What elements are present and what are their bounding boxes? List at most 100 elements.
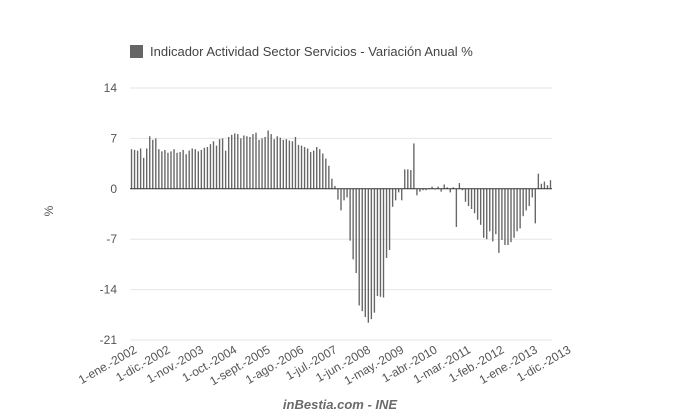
- bar[interactable]: [504, 188, 506, 245]
- bar[interactable]: [130, 149, 133, 189]
- bar[interactable]: [501, 188, 503, 240]
- bar[interactable]: [306, 148, 309, 189]
- legend[interactable]: Indicador Actividad Sector Servicios - V…: [130, 44, 473, 59]
- bar[interactable]: [364, 188, 366, 317]
- bar[interactable]: [328, 165, 330, 189]
- bar[interactable]: [337, 188, 339, 200]
- bar[interactable]: [167, 152, 169, 189]
- bar[interactable]: [155, 138, 157, 189]
- bar[interactable]: [543, 181, 546, 189]
- bar[interactable]: [152, 139, 154, 189]
- bar[interactable]: [234, 133, 236, 189]
- bar[interactable]: [473, 188, 476, 214]
- bar[interactable]: [133, 149, 136, 189]
- bar[interactable]: [176, 152, 178, 189]
- bar[interactable]: [291, 141, 294, 189]
- bar[interactable]: [425, 188, 427, 191]
- bar[interactable]: [431, 186, 433, 189]
- bar[interactable]: [182, 149, 184, 189]
- bar[interactable]: [218, 139, 221, 189]
- bar[interactable]: [528, 188, 530, 207]
- bar[interactable]: [252, 134, 254, 189]
- bar[interactable]: [237, 134, 239, 189]
- bar[interactable]: [170, 151, 172, 189]
- bar[interactable]: [549, 180, 552, 189]
- bar[interactable]: [507, 188, 509, 245]
- bar[interactable]: [231, 134, 233, 189]
- bar[interactable]: [146, 148, 148, 189]
- bar[interactable]: [437, 186, 439, 189]
- bar[interactable]: [149, 136, 151, 189]
- bar[interactable]: [464, 188, 467, 202]
- bar[interactable]: [270, 134, 272, 189]
- bar[interactable]: [498, 188, 500, 253]
- bar[interactable]: [394, 188, 397, 201]
- bar[interactable]: [495, 188, 497, 235]
- bar[interactable]: [276, 136, 278, 189]
- bar[interactable]: [282, 139, 284, 189]
- bar[interactable]: [483, 188, 485, 238]
- bar[interactable]: [221, 138, 224, 189]
- bar[interactable]: [179, 152, 181, 189]
- bar[interactable]: [209, 144, 212, 189]
- bar[interactable]: [161, 151, 163, 189]
- bar[interactable]: [264, 136, 266, 189]
- bar[interactable]: [185, 154, 187, 189]
- bar[interactable]: [297, 144, 300, 189]
- bar[interactable]: [461, 188, 464, 191]
- bar[interactable]: [522, 188, 524, 217]
- bar[interactable]: [449, 188, 451, 193]
- bar[interactable]: [279, 137, 281, 189]
- bar[interactable]: [361, 188, 363, 312]
- bar[interactable]: [440, 188, 442, 192]
- bar[interactable]: [312, 150, 315, 189]
- bar[interactable]: [467, 188, 470, 207]
- bar[interactable]: [340, 188, 342, 211]
- bar[interactable]: [367, 188, 370, 323]
- bar[interactable]: [379, 188, 382, 297]
- bar[interactable]: [164, 149, 166, 189]
- bar[interactable]: [227, 136, 230, 189]
- bar[interactable]: [455, 188, 458, 227]
- bar[interactable]: [452, 187, 455, 189]
- bar[interactable]: [188, 150, 190, 189]
- bar[interactable]: [139, 148, 142, 189]
- bar[interactable]: [370, 188, 373, 320]
- bar[interactable]: [215, 145, 218, 189]
- bar[interactable]: [489, 188, 491, 232]
- bar[interactable]: [401, 188, 403, 201]
- bar[interactable]: [410, 170, 412, 189]
- bar[interactable]: [316, 147, 318, 189]
- bar[interactable]: [240, 138, 242, 189]
- bar[interactable]: [358, 188, 360, 306]
- bar[interactable]: [373, 188, 376, 313]
- bar[interactable]: [325, 158, 327, 189]
- bar[interactable]: [413, 143, 415, 189]
- bar[interactable]: [479, 188, 482, 225]
- bar[interactable]: [158, 149, 160, 189]
- bar[interactable]: [492, 188, 494, 242]
- bar[interactable]: [419, 188, 421, 192]
- bar[interactable]: [416, 188, 418, 196]
- bar[interactable]: [407, 169, 409, 189]
- bar[interactable]: [246, 136, 248, 189]
- bar[interactable]: [376, 188, 379, 297]
- bar[interactable]: [404, 169, 406, 189]
- bar[interactable]: [516, 188, 518, 232]
- bar[interactable]: [388, 188, 391, 250]
- bar[interactable]: [458, 183, 461, 189]
- bar[interactable]: [273, 139, 275, 189]
- bar[interactable]: [443, 184, 445, 189]
- bar[interactable]: [267, 130, 269, 189]
- bar[interactable]: [224, 150, 227, 189]
- bar[interactable]: [385, 188, 388, 258]
- bar[interactable]: [382, 188, 385, 298]
- bar[interactable]: [398, 188, 400, 193]
- bar[interactable]: [519, 188, 521, 229]
- bar[interactable]: [334, 185, 336, 189]
- bar[interactable]: [391, 188, 394, 207]
- bar[interactable]: [203, 147, 206, 189]
- bar[interactable]: [200, 149, 203, 189]
- bar[interactable]: [531, 188, 533, 198]
- bar[interactable]: [173, 149, 175, 189]
